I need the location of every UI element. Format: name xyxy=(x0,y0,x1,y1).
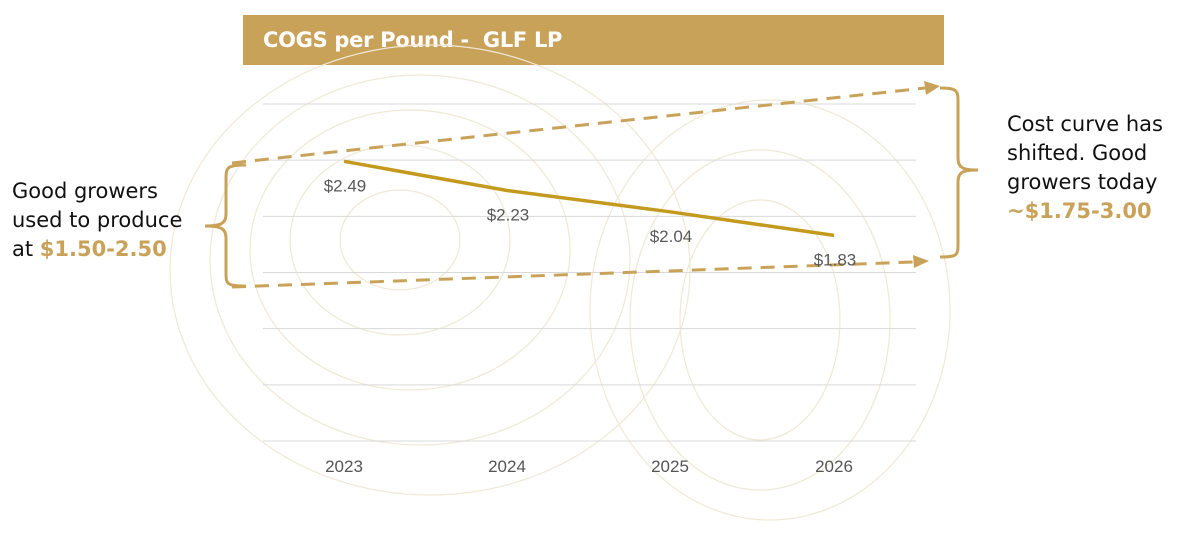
left-annotation-line2: used to produce xyxy=(12,208,183,232)
left-annotation-prefix: at xyxy=(12,237,40,261)
right-annotation-range: ~$1.75-3.00 xyxy=(1007,199,1152,223)
left-annotation-line1: Good growers xyxy=(12,179,158,203)
x-tick-label: 2023 xyxy=(325,457,363,476)
chart-title: COGS per Pound - GLF LP xyxy=(263,28,563,52)
lower-dashed-guide xyxy=(231,255,929,289)
data-labels: $2.49 $2.23 $2.04 $1.83 xyxy=(324,176,857,269)
cogs-series-line xyxy=(343,159,835,238)
data-label: $1.83 xyxy=(814,250,857,269)
data-label: $2.49 xyxy=(324,176,367,195)
data-label: $2.23 xyxy=(487,205,530,224)
right-annotation: Cost curve has shifted. Good growers tod… xyxy=(1007,110,1187,226)
x-axis-labels: 2023 2024 2025 2026 xyxy=(325,457,853,476)
right-annotation-line3: growers today xyxy=(1007,170,1158,194)
right-annotation-line1: Cost curve has xyxy=(1007,112,1163,136)
topographic-background xyxy=(169,44,951,521)
x-tick-label: 2024 xyxy=(488,457,526,476)
x-tick-label: 2025 xyxy=(651,457,689,476)
chart-title-bar: COGS per Pound - GLF LP xyxy=(243,15,944,65)
upper-dashed-guide xyxy=(231,81,940,165)
right-annotation-line2: shifted. Good xyxy=(1007,141,1148,165)
right-bracket xyxy=(939,86,979,259)
left-bracket xyxy=(204,163,247,288)
left-annotation: Good growers used to produce at $1.50-2.… xyxy=(12,177,222,264)
left-annotation-range: $1.50-2.50 xyxy=(39,237,167,261)
data-label: $2.04 xyxy=(650,227,693,246)
x-tick-label: 2026 xyxy=(815,457,853,476)
